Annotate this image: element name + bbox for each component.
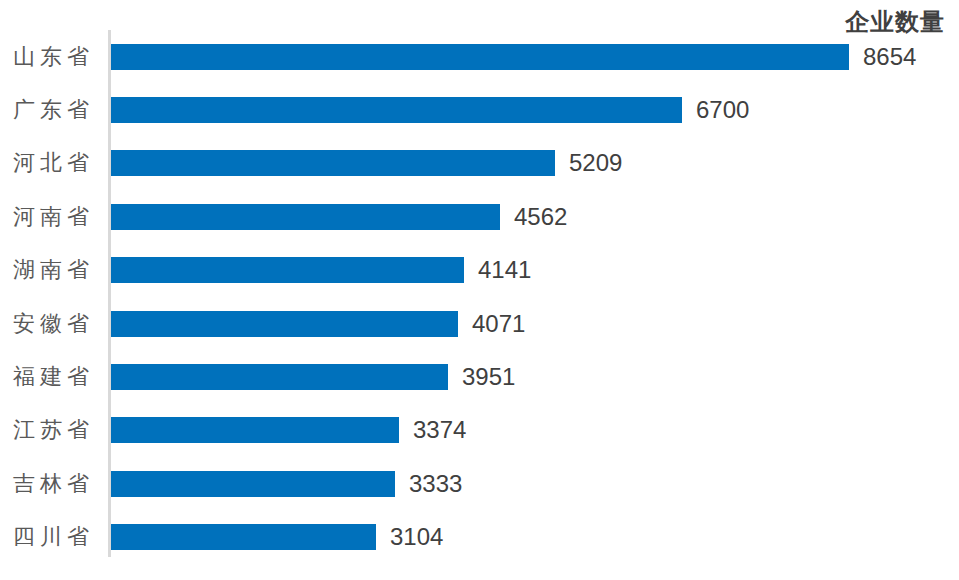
bar — [111, 204, 500, 230]
bar-row: 江苏省 3374 — [0, 404, 959, 457]
category-label: 江苏省 — [0, 415, 111, 445]
category-label: 四川省 — [0, 522, 111, 552]
value-label: 8654 — [863, 43, 916, 71]
bar-rows: 山东省 8654 广东省 6700 河北省 5209 河南省 4562 湖南省 4141 安徽省 40… — [0, 30, 959, 564]
bar — [111, 417, 399, 443]
bar — [111, 524, 376, 550]
category-label: 吉林省 — [0, 469, 111, 499]
value-label: 3333 — [409, 470, 462, 498]
bar — [111, 44, 849, 70]
bar-row: 山东省 8654 — [0, 30, 959, 83]
bar-chart: 企业数量 山东省8654广东省6700河北省5209河南省4562湖南省4141… — [0, 0, 959, 580]
category-label: 安徽省 — [0, 309, 111, 339]
bar — [111, 364, 448, 390]
bar — [111, 311, 458, 337]
bar — [111, 97, 682, 123]
category-label: 山东省 — [0, 42, 111, 72]
category-label: 河南省 — [0, 202, 111, 232]
bar-row: 河南省 4562 — [0, 190, 959, 243]
value-label: 4141 — [478, 256, 531, 284]
value-label: 3374 — [413, 416, 466, 444]
value-label: 6700 — [696, 96, 749, 124]
bar-row: 吉林省 3333 — [0, 457, 959, 510]
bar — [111, 150, 555, 176]
bar-row: 四川省 3104 — [0, 511, 959, 564]
bar-row: 河北省 5209 — [0, 137, 959, 190]
value-label: 5209 — [569, 149, 622, 177]
category-label: 河北省 — [0, 148, 111, 178]
bar-row: 湖南省 4141 — [0, 244, 959, 297]
bar-row: 安徽省 4071 — [0, 297, 959, 350]
bar-row: 广东省 6700 — [0, 83, 959, 136]
bar-row: 福建省 3951 — [0, 350, 959, 403]
value-label: 4071 — [472, 310, 525, 338]
category-label: 广东省 — [0, 95, 111, 125]
category-label: 福建省 — [0, 362, 111, 392]
value-label: 3104 — [390, 523, 443, 551]
value-label: 3951 — [462, 363, 515, 391]
value-label: 4562 — [514, 203, 567, 231]
bar — [111, 257, 464, 283]
bar — [111, 471, 395, 497]
category-label: 湖南省 — [0, 255, 111, 285]
